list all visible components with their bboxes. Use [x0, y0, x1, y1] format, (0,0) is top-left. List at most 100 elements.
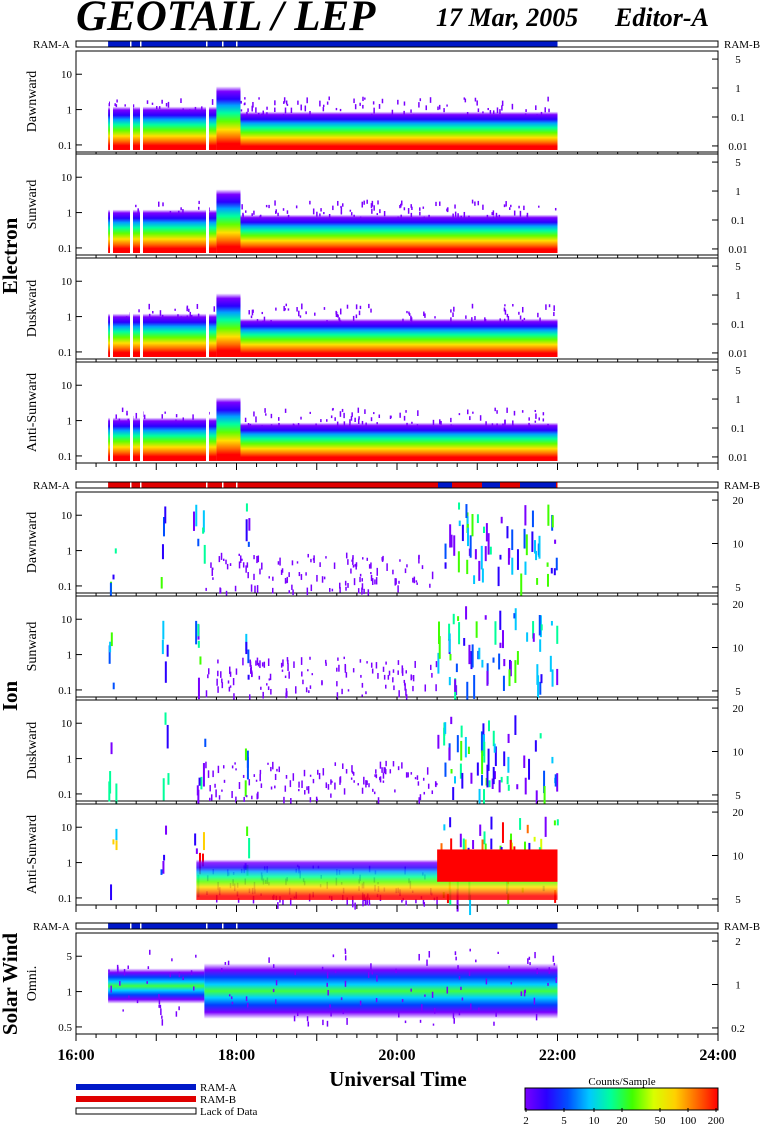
spectrogram-speck: [264, 408, 266, 413]
spectrogram-speck: [492, 210, 495, 216]
legend-label-ram-a: RAM-A: [200, 1082, 237, 1094]
spectrogram-speck: [510, 842, 513, 857]
spectrogram-speck: [353, 98, 355, 104]
spectrogram-speck: [478, 560, 481, 581]
spectrogram-speck: [245, 641, 248, 655]
spectrogram-speck: [234, 762, 236, 765]
spectrogram-speck: [362, 900, 364, 907]
right-tick-label: 1: [735, 394, 741, 406]
spectrogram-speck: [267, 686, 270, 691]
spectrogram-speck: [533, 836, 536, 842]
mode-bar-fill: [438, 482, 452, 488]
spectrogram-speck: [404, 568, 407, 574]
spectrogram-speck: [387, 675, 390, 680]
spectrogram-speck: [440, 843, 443, 851]
spectrogram-speck: [327, 989, 329, 996]
spectrogram-speck: [453, 1018, 455, 1024]
spectrogram-speck: [491, 212, 493, 216]
spectrogram-speck: [287, 663, 289, 671]
panel-electron-duskward: 10 1 0.1 5 1 0.1 0.01 Duskward: [25, 257, 748, 366]
spectrogram-speck: [539, 639, 542, 652]
spectrogram-speck: [395, 968, 397, 974]
spectrogram-speck: [410, 772, 413, 775]
spectrogram-speck: [212, 577, 214, 580]
spectrogram-speck: [553, 962, 556, 966]
right-tick-label: 1: [735, 980, 741, 992]
spectrogram-speck: [282, 659, 284, 667]
spectrogram-speck: [353, 780, 355, 783]
spectrogram-speck: [460, 740, 463, 761]
spectrogram-speck: [298, 310, 300, 317]
spectrogram-speck: [340, 207, 343, 214]
spectrogram-speck: [248, 518, 251, 531]
spectrogram-speck: [478, 788, 481, 808]
spectrogram-speck: [553, 305, 555, 312]
spectrogram-speck: [555, 557, 558, 571]
spectrogram-speck: [228, 666, 231, 674]
spectrogram-speck: [453, 776, 456, 784]
spectrogram-speck: [186, 306, 188, 312]
spectrogram-speck: [196, 785, 199, 796]
spectrogram-speck: [302, 679, 304, 685]
spectrogram-speck: [343, 656, 345, 660]
spectrogram-speck: [272, 576, 274, 581]
right-tick-label: 0.01: [728, 141, 747, 153]
spectrogram-speck: [401, 668, 404, 676]
data-gap: [110, 52, 113, 151]
spectrogram-speck: [398, 1012, 400, 1018]
spectrogram-speck: [284, 577, 287, 584]
spectrogram-speck: [377, 672, 379, 679]
spectrogram-speck: [163, 854, 166, 861]
right-tick-label: 20: [733, 807, 745, 819]
spectrogram-speck: [485, 978, 488, 985]
spectrogram-speck: [399, 412, 401, 418]
mode-bar-fill: [482, 482, 500, 488]
right-tick-label: 5: [735, 686, 741, 698]
spectrogram-speck: [339, 108, 342, 112]
spectrogram-speck: [208, 411, 210, 415]
spectrogram-speck: [424, 313, 426, 318]
spectrogram-speck: [466, 559, 469, 575]
spectrogram-speck: [109, 771, 112, 794]
mode-bar-gap: [236, 482, 238, 488]
spectrogram-speck: [290, 107, 293, 114]
spectrogram-speck: [378, 414, 381, 419]
spectrogram-speck: [195, 504, 198, 527]
spectrogram-speck: [274, 773, 277, 781]
spectrogram-speck: [325, 662, 327, 666]
spectrogram-speck: [401, 762, 403, 769]
spectrogram-speck: [313, 555, 315, 563]
spectrogram-speck: [474, 97, 477, 102]
spectrogram-speck: [417, 781, 420, 786]
spectrogram-speck: [205, 761, 207, 769]
spectrogram-speck: [471, 514, 474, 537]
spectrogram-speck: [215, 789, 217, 798]
spectrogram-speck: [449, 653, 452, 661]
spectrogram-speck: [514, 715, 517, 735]
spectrogram-speck: [542, 412, 545, 416]
spectrogram-speck: [259, 660, 261, 669]
panel-ion-duskward: 10 1 0.1 20 10 5 Duskward: [25, 699, 744, 808]
spectrogram-speck: [487, 748, 490, 771]
spectrogram-speck: [499, 610, 502, 630]
colorbar-ramp: [524, 1087, 719, 1111]
spectrogram-speck: [411, 206, 413, 210]
spectrogram-speck: [492, 730, 495, 747]
spectrogram-speck: [510, 981, 513, 985]
spectrogram-speck: [458, 975, 461, 980]
spectrogram-speck: [553, 312, 555, 317]
spectrogram-speck: [444, 543, 447, 559]
spectrogram-speck: [277, 417, 280, 421]
spectrogram-speck: [294, 969, 296, 975]
spectrogram-speck: [220, 552, 223, 560]
data-gap: [130, 259, 133, 358]
spectrogram-speck: [336, 681, 338, 687]
spectrogram-speck: [450, 716, 453, 725]
spectrogram-speck: [366, 896, 368, 904]
spectrogram-speck: [246, 826, 249, 836]
spectrogram-speck: [267, 762, 269, 765]
spectrogram-speck: [255, 107, 257, 113]
spectrogram-speck: [460, 986, 462, 991]
spectrogram-speck: [496, 107, 499, 114]
spectrogram-speck: [324, 659, 327, 664]
